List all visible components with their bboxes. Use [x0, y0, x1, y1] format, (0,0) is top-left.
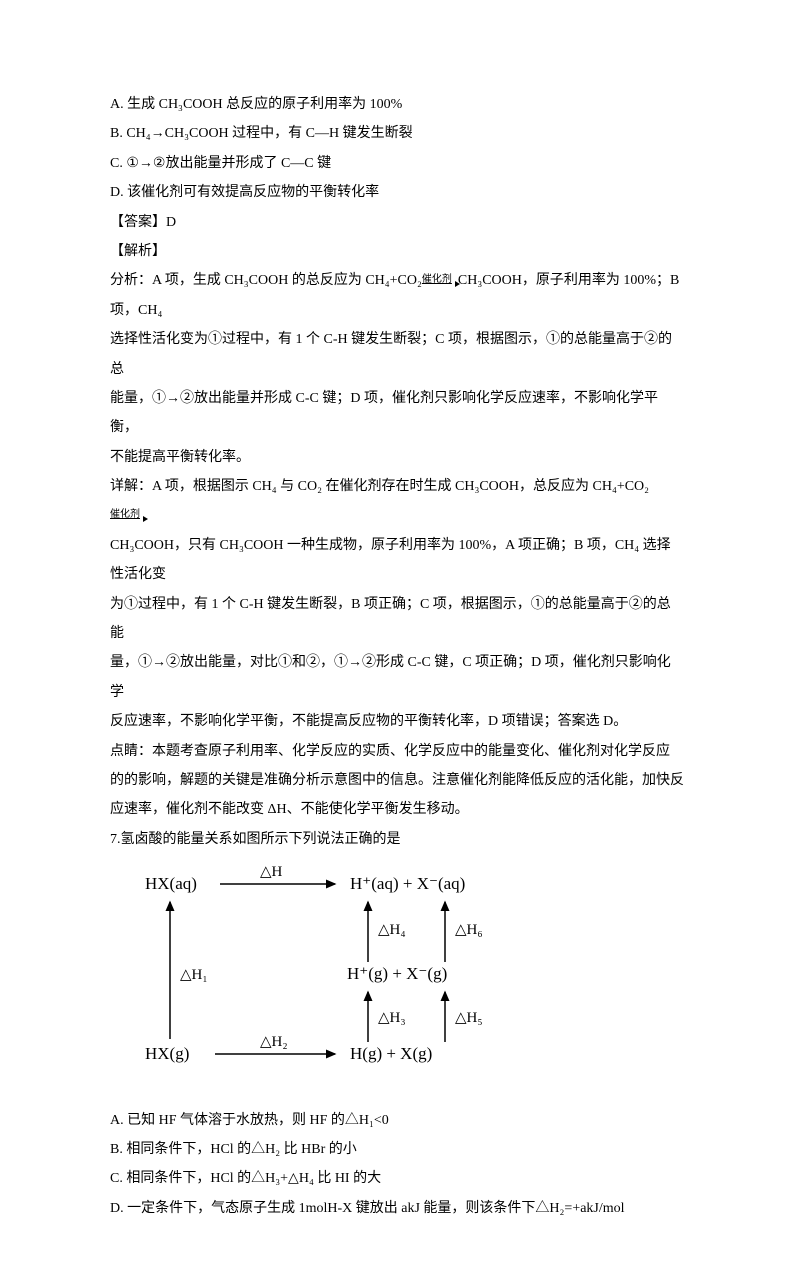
analysis-line-4: 不能提高平衡转化率。 [110, 443, 684, 472]
label-dh1: △H₁ [180, 967, 208, 983]
analysis-line-1: 分析：A 项，生成 CH₃COOH 的总反应为 CH₄+CO₂催化剂CH₃COO… [110, 266, 684, 325]
q7-stem: 7.氢卤酸的能量关系如图所示下列说法正确的是 [110, 825, 684, 854]
explain-label: 【解析】 [110, 237, 684, 266]
note-line-2: 的的影响，解题的关键是准确分析示意图中的信息。注意催化剂能降低反应的活化能，加快… [110, 766, 684, 795]
detail-line-5: 反应速率，不影响化学平衡，不能提高反应物的平衡转化率，D 项错误；答案选 D。 [110, 707, 684, 736]
detail-line-2: CH₃COOH，只有 CH₃COOH 一种生成物，原子利用率为 100%，A 项… [110, 531, 684, 590]
q7-option-b: B. 相同条件下，HCl 的△H₂ 比 HBr 的小 [110, 1135, 684, 1164]
document-page: A. 生成 CH₃COOH 总反应的原子利用率为 100% B. CH₄→CH₃… [0, 0, 794, 1283]
node-hx-g: HX(g) [145, 1044, 189, 1063]
detail-line-4: 量，①→②放出能量，对比①和②，①→②形成 C-C 键，C 项正确；D 项，催化… [110, 648, 684, 707]
label-dh4: △H₄ [378, 922, 406, 938]
detail-prefix: 详解：A 项，根据图示 CH₄ 与 CO₂ 在催化剂存在时生成 CH₃COOH，… [110, 479, 649, 494]
option-a: A. 生成 CH₃COOH 总反应的原子利用率为 100% [110, 90, 684, 119]
catalyst-arrow-2: 催化剂 [110, 504, 146, 525]
option-c: C. ①→②放出能量并形成了 C—C 键 [110, 149, 684, 178]
q7-option-c: C. 相同条件下，HCl 的△H₃+△H₄ 比 HI 的大 [110, 1164, 684, 1193]
detail-line-3: 为①过程中，有 1 个 C-H 键发生断裂，B 项正确；C 项，根据图示，①的总… [110, 590, 684, 649]
energy-diagram: HX(aq) △H H⁺(aq) + X⁻(aq) △H₁ HX(g) △H₂ … [110, 864, 684, 1095]
catalyst-arrow-1: 催化剂 [422, 269, 458, 290]
detail-line-1: 详解：A 项，根据图示 CH₄ 与 CO₂ 在催化剂存在时生成 CH₃COOH，… [110, 472, 684, 531]
note-line-1: 点睛：本题考查原子利用率、化学反应的实质、化学反应中的能量变化、催化剂对化学反应 [110, 737, 684, 766]
analysis-line-3: 能量，①→②放出能量并形成 C-C 键；D 项，催化剂只影响化学反应速率，不影响… [110, 384, 684, 443]
label-dh3: △H₃ [378, 1010, 406, 1026]
option-d: D. 该催化剂可有效提高反应物的平衡转化率 [110, 178, 684, 207]
q7-option-a: A. 已知 HF 气体溶于水放热，则 HF 的△H₁<0 [110, 1106, 684, 1135]
q7-option-d: D. 一定条件下，气态原子生成 1molH-X 键放出 akJ 能量，则该条件下… [110, 1194, 684, 1223]
node-h-aq: H⁺(aq) + X⁻(aq) [350, 874, 465, 893]
label-dh2: △H₂ [260, 1034, 288, 1050]
diagram-svg: HX(aq) △H H⁺(aq) + X⁻(aq) △H₁ HX(g) △H₂ … [110, 864, 510, 1084]
label-dh: △H [260, 864, 283, 880]
label-dh6: △H₆ [455, 922, 483, 938]
node-hx-aq: HX(aq) [145, 874, 197, 893]
label-dh5: △H₅ [455, 1010, 483, 1026]
node-h-g: H(g) + X(g) [350, 1044, 432, 1063]
answer-value: D [166, 215, 176, 230]
note-line-3: 应速率，催化剂不能改变 ΔH、不能使化学平衡发生移动。 [110, 795, 684, 824]
answer-label: 【答案】 [110, 215, 166, 230]
analysis-prefix: 分析：A 项，生成 CH₃COOH 的总反应为 CH₄+CO₂ [110, 273, 422, 288]
analysis-line-2: 选择性活化变为①过程中，有 1 个 C-H 键发生断裂；C 项，根据图示，①的总… [110, 325, 684, 384]
option-b: B. CH₄→CH₃COOH 过程中，有 C—H 键发生断裂 [110, 119, 684, 148]
answer-line: 【答案】D [110, 208, 684, 237]
node-hplus-g: H⁺(g) + X⁻(g) [347, 964, 447, 983]
